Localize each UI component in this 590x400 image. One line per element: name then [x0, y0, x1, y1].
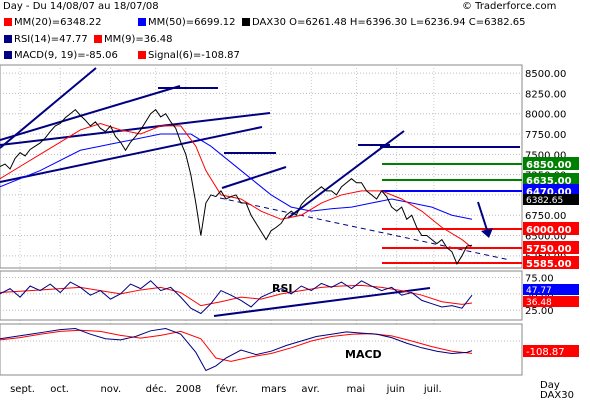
rsi-value-bg	[523, 284, 579, 295]
trendline-3	[0, 126, 263, 183]
x-tick-label-8: mai	[347, 384, 366, 395]
level-label-bg-6635	[523, 173, 579, 186]
mm50-line	[0, 133, 473, 220]
legend-macd-text: MACD(9, 19)=-85.06	[14, 50, 118, 61]
macd-panel: MACD -108.87	[0, 323, 579, 376]
rsi-tick-label-50: 50.00	[525, 290, 554, 301]
legend-mm9: MM(9)=36.48	[92, 33, 172, 46]
x-tick-label-5: févr.	[216, 383, 238, 395]
price-tick-label-6500: 6500.00	[525, 232, 566, 243]
legend-rsi-text: RSI(14)=47.77	[14, 34, 88, 45]
legend-signal-text: Signal(6)=-108.87	[148, 50, 240, 61]
legend-mm50-text: MM(50)=6699.12	[148, 17, 236, 28]
rsi-trendline	[213, 287, 431, 317]
current-price-bg	[523, 194, 579, 205]
chart-period-title: Day - Du 14/08/07 au 18/07/08	[3, 1, 159, 12]
level-label-5585: 5585.00	[526, 259, 572, 270]
price-panel: 6250.006500.006750.007000.007250.007500.…	[0, 64, 579, 375]
price-tick-label-8000: 8000.00	[525, 110, 566, 121]
legend-mm20-text: MM(20)=6348.22	[14, 17, 102, 28]
mm20-swatch-icon	[4, 18, 12, 26]
price-tick-label-6750: 6750.00	[525, 211, 566, 222]
x-tick-label-4: 2008	[176, 384, 201, 395]
rsi-tick-label-25: 25.00	[525, 306, 554, 317]
x-axis-label-dax30: DAX30	[540, 390, 574, 400]
x-tick-label-0: sept.	[10, 384, 35, 395]
rsi-frame	[0, 270, 523, 321]
rsi-line	[0, 280, 473, 315]
level-label-6470: 6470.00	[526, 187, 572, 198]
level-label-bg-6850	[523, 157, 579, 170]
trendline-4	[221, 166, 287, 189]
level-label-6000: 6000.00	[526, 225, 572, 236]
rsi-mm9-value-bg	[523, 296, 579, 307]
level-label-bg-5750	[523, 241, 579, 254]
rsi-tick-label-75: 75.00	[525, 274, 554, 285]
rsi-panel-label: RSI	[272, 282, 293, 295]
current-price-label: 6382.65	[526, 196, 563, 206]
level-label-bg-6000	[523, 222, 579, 235]
price-frame	[0, 64, 523, 269]
legend-mm50: MM(50)=6699.12	[136, 16, 236, 29]
down-arrow-icon	[481, 228, 493, 238]
macd-swatch-icon	[4, 51, 12, 59]
trendline-2	[0, 112, 271, 146]
x-tick-label-7: avr.	[301, 384, 319, 395]
price-tick-label-7500: 7500.00	[525, 150, 566, 161]
macd-panel-label: MACD	[345, 348, 382, 361]
mm9-swatch-icon	[94, 35, 102, 43]
x-axis-label-day: Day	[540, 380, 560, 391]
legend-mm20: MM(20)=6348.22	[2, 16, 102, 29]
legend-ohlc-text: DAX30 O=6261.48 H=6396.30 L=6236.94 C=63…	[252, 17, 526, 28]
legend-mm9-text: MM(9)=36.48	[104, 34, 173, 45]
macd-signal-value-bg	[523, 345, 579, 357]
down-arrow-shaft	[477, 201, 488, 231]
x-tick-label-3: déc.	[146, 383, 167, 395]
x-tick-label-1: oct.	[50, 384, 69, 395]
mm50-swatch-icon	[138, 18, 146, 26]
price-swatch-icon	[242, 18, 250, 26]
rsi-panel: 25.00 50.00 75.00 RSI 47.77 36.48	[0, 270, 579, 321]
level-label-bg-5585	[523, 256, 579, 269]
legend-rsi: RSI(14)=47.77	[2, 33, 88, 46]
signal-swatch-icon	[138, 51, 146, 59]
level-label-6635: 6635.00	[526, 176, 572, 187]
price-tick-label-8250: 8250.00	[525, 89, 566, 100]
legend-ohlc: DAX30 O=6261.48 H=6396.30 L=6236.94 C=63…	[240, 16, 526, 29]
macd-line	[0, 328, 473, 372]
rsi-mm9-value-label: 36.48	[526, 298, 552, 308]
price-tick-label-8500: 8500.00	[525, 69, 566, 80]
price-tick-label-7750: 7750.00	[525, 130, 566, 141]
x-axis: sept. oct. nov. déc. 2008 févr. mars avr. mai jui…	[10, 380, 574, 400]
trendline-1	[0, 85, 181, 141]
x-tick-label-9: juin	[386, 384, 405, 395]
x-tick-label-2: nov.	[100, 384, 121, 395]
legend-macd: MACD(9, 19)=-85.06	[2, 49, 118, 62]
level-label-6850: 6850.00	[526, 160, 572, 171]
copyright-label: © Traderforce.com	[462, 1, 557, 12]
level-label-bg-6470	[523, 184, 579, 197]
rsi-value-label: 47.77	[526, 286, 552, 296]
x-tick-label-6: mars	[261, 384, 286, 395]
macd-signal-value-label: -108.87	[526, 347, 565, 358]
level-label-5750: 5750.00	[526, 244, 572, 255]
legend-signal: Signal(6)=-108.87	[136, 49, 240, 62]
rsi-swatch-icon	[4, 35, 12, 43]
price-line	[0, 108, 473, 266]
dashed-support-line	[219, 197, 511, 261]
x-tick-label-10: juil.	[423, 384, 442, 395]
